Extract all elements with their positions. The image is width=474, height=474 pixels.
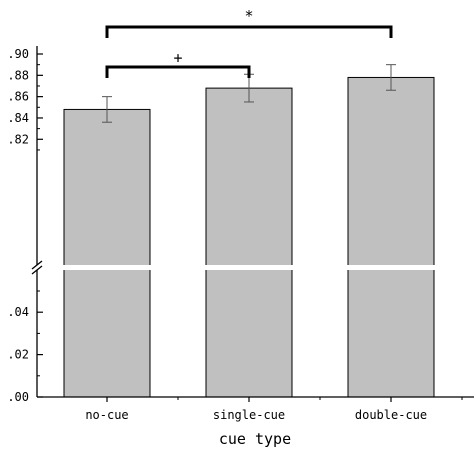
y-tick-label: .02 — [7, 348, 29, 362]
axis-break-mark-top — [31, 260, 43, 270]
significance-bracket: + — [105, 49, 251, 78]
y-ticks: .82 .84 .86 .88 .90 .00 .02 .04 — [7, 47, 43, 404]
y-tick-label: .86 — [7, 90, 29, 104]
bars-layer — [0, 64, 474, 398]
significance-bracket: * — [105, 7, 393, 38]
y-tick-label: .84 — [7, 111, 29, 125]
bar-single-cue — [205, 87, 293, 398]
y-tick-label: .82 — [7, 132, 29, 146]
y-tick-label: .04 — [7, 305, 29, 319]
x-axis-title: cue type — [219, 430, 291, 448]
x-category-label: single-cue — [213, 408, 285, 422]
significance-brackets: +* — [105, 7, 393, 78]
bar-double-cue — [347, 76, 435, 398]
error-bar-double-cue — [386, 64, 396, 91]
y-tick-label: .00 — [7, 390, 29, 404]
y-tick-label: .88 — [7, 68, 29, 82]
y-tick-label: .90 — [7, 47, 29, 61]
x-category-labels: no-cue single-cue double-cue — [85, 397, 463, 422]
x-category-label: no-cue — [85, 408, 128, 422]
significance-label: * — [244, 7, 253, 25]
axis-break-gap — [0, 265, 474, 270]
error-bar-no-cue — [102, 96, 112, 123]
axis-break-mark-bottom — [31, 265, 43, 275]
bar-no-cue — [63, 108, 151, 398]
significance-label: + — [173, 49, 182, 67]
x-category-label: double-cue — [355, 408, 427, 422]
